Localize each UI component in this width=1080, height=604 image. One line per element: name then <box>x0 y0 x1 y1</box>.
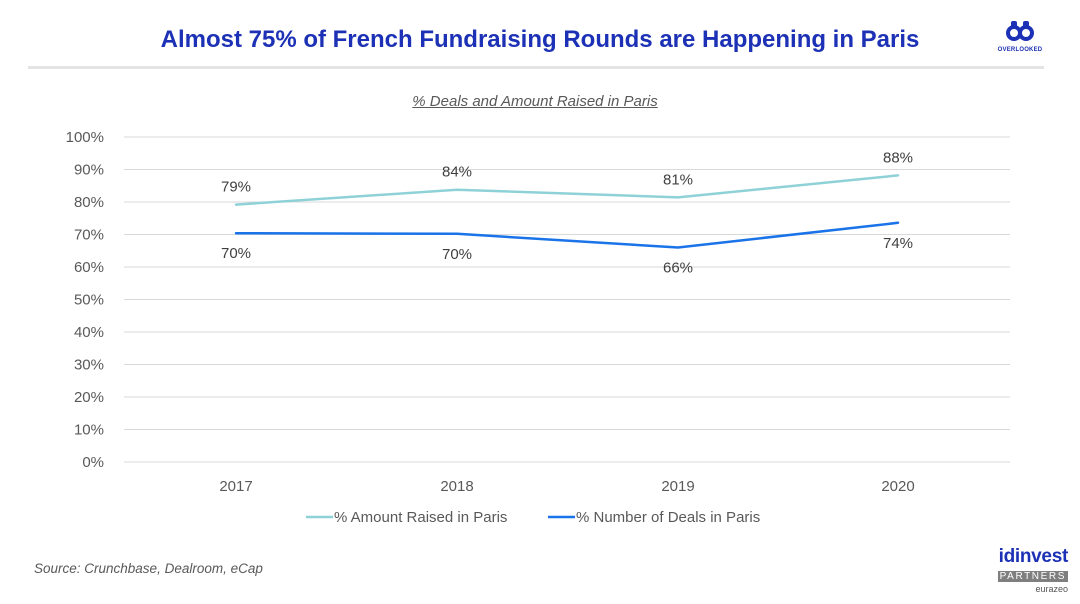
y-tick-label: 40% <box>74 324 104 341</box>
y-tick-label: 10% <box>74 422 104 439</box>
data-label: 88% <box>883 149 913 166</box>
x-tick-label: 2019 <box>661 478 694 495</box>
overlooked-logo: OVERLOOKED <box>994 20 1046 56</box>
y-tick-label: 80% <box>74 194 104 211</box>
series-line <box>234 221 900 249</box>
idinvest-logo: idinvest PARTNERS eurazeo <box>994 546 1069 595</box>
source-note: Source: Crunchbase, Dealroom, eCap <box>34 561 263 576</box>
data-label: 70% <box>221 245 251 262</box>
page-title: Almost 75% of French Fundraising Rounds … <box>160 26 920 53</box>
y-tick-label: 50% <box>74 292 104 309</box>
y-tick-label: 60% <box>74 259 104 276</box>
chart-legend: % Amount Raised in Paris % Number of Deal… <box>306 509 760 526</box>
chart-gridlines <box>124 136 1010 463</box>
data-label: 70% <box>442 246 472 263</box>
legend-label: % Amount Raised in Paris <box>334 509 507 526</box>
data-label: 79% <box>221 179 251 196</box>
data-label: 74% <box>883 235 913 252</box>
overlooked-logo-text: OVERLOOKED <box>997 47 1043 53</box>
chart-series <box>234 174 900 249</box>
x-tick-label: 2018 <box>440 478 473 495</box>
legend-item: % Amount Raised in Paris <box>306 509 507 526</box>
series-line <box>234 174 900 206</box>
legend-label: % Number of Deals in Paris <box>576 509 760 526</box>
y-axis-ticks: 0% 10% 20% 30% 40% 50% 60% 70% 80% 90% 100% <box>66 129 104 471</box>
x-tick-label: 2020 <box>881 478 914 495</box>
idinvest-logo-main: idinvest <box>998 546 1069 567</box>
x-tick-label: 2017 <box>219 478 252 495</box>
data-labels: 79% 84% 81% 88% 70% 70% 66% 74% <box>221 149 913 276</box>
data-label: 84% <box>442 164 472 181</box>
title-divider <box>28 66 1044 69</box>
data-label: 66% <box>663 260 693 277</box>
y-tick-label: 90% <box>74 162 104 179</box>
data-label: 81% <box>663 171 693 188</box>
y-tick-label: 70% <box>74 227 104 244</box>
y-tick-label: 0% <box>82 454 104 471</box>
idinvest-logo-tag: eurazeo <box>1035 584 1068 594</box>
legend-item: % Number of Deals in Paris <box>548 509 760 526</box>
binoculars-icon <box>1006 21 1034 41</box>
chart-title: % Deals and Amount Raised in Paris <box>412 93 658 110</box>
y-tick-label: 30% <box>74 357 104 374</box>
y-tick-label: 20% <box>74 389 104 406</box>
x-axis-ticks: 2017 2018 2019 2020 <box>219 478 914 495</box>
idinvest-logo-partners: PARTNERS <box>997 571 1068 582</box>
y-tick-label: 100% <box>66 129 104 146</box>
